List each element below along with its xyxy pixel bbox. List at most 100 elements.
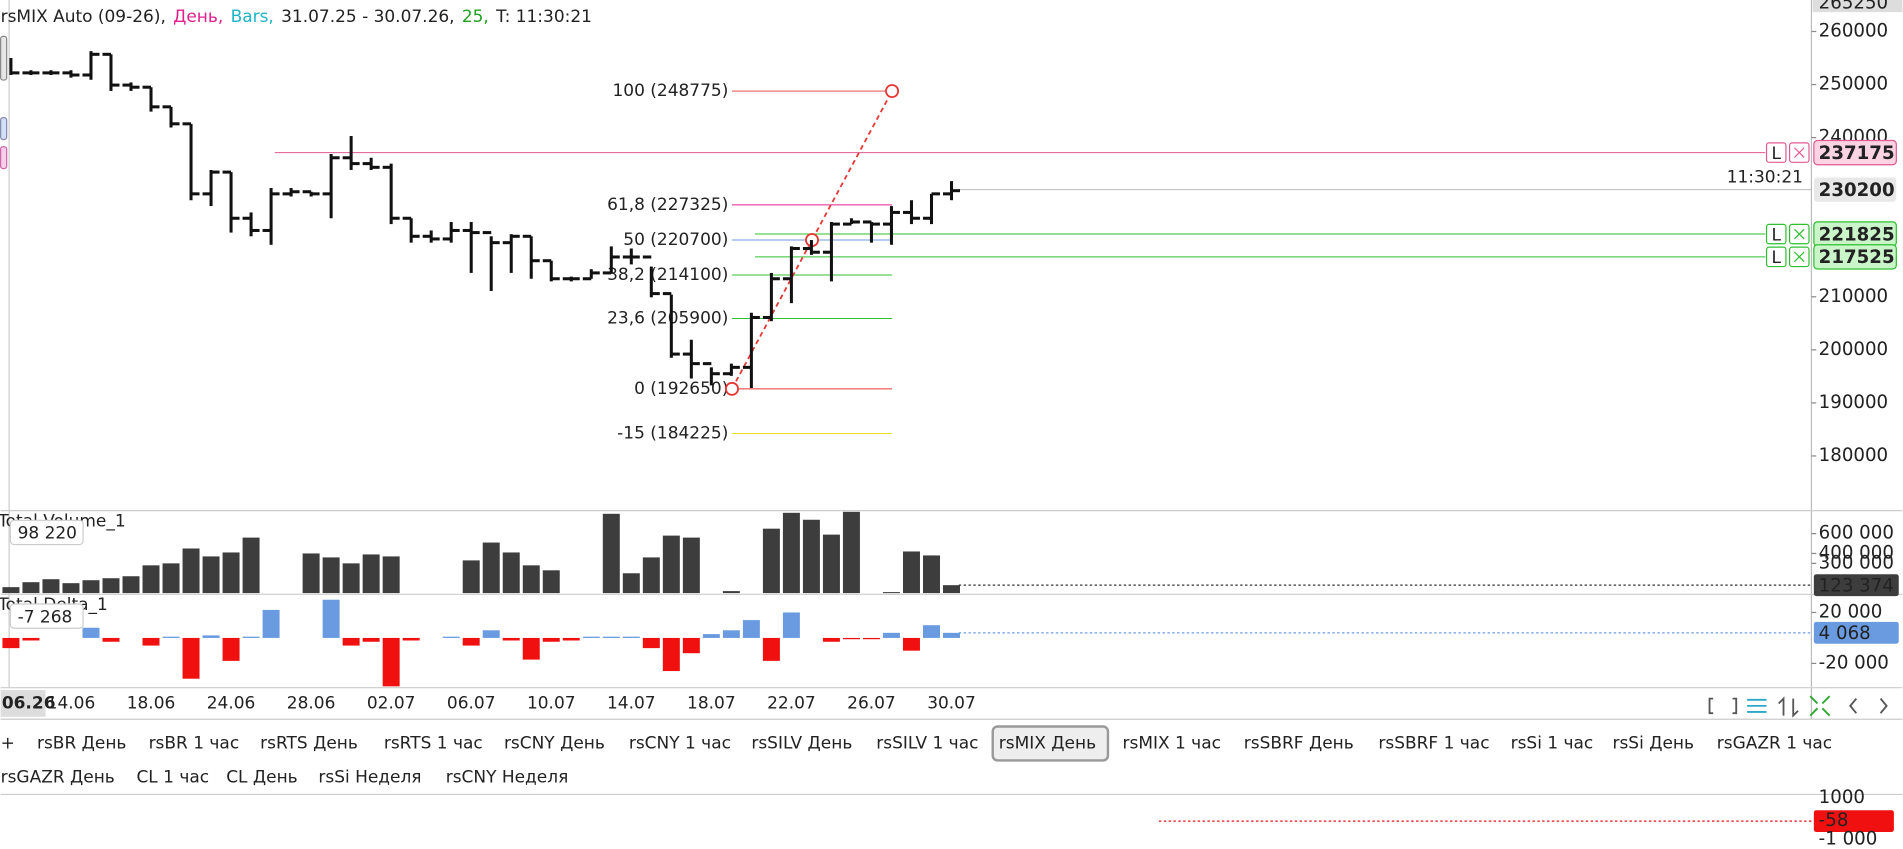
fib-label: 100 (248775) [613,81,729,101]
ohlc-bar [802,240,820,255]
bar [622,636,640,638]
ohlc-bar [742,312,760,389]
tab[interactable]: rsSILV 1 час [876,733,978,753]
tab[interactable]: rsCNY 1 час [629,733,731,753]
side-tab[interactable] [0,146,8,170]
icon-fullscreen[interactable] [1708,697,1738,715]
fib-anchor[interactable] [724,381,739,396]
fib-anchor[interactable] [885,84,900,99]
ohlc-bar [122,82,140,91]
bar [542,637,560,642]
tab[interactable]: rsMIX День [999,733,1096,753]
bar [242,636,260,638]
last-price-box [1813,177,1897,202]
tab[interactable]: rsCNY День [504,733,605,753]
bar [322,557,340,594]
bar [482,630,500,638]
fib-trend [731,90,893,390]
header-segment: День, [173,7,223,27]
tab[interactable]: CL День [226,767,298,787]
side-tab[interactable] [0,35,8,81]
bar [82,580,100,594]
x-tick-label: 18.06 [127,693,176,713]
order-price-box [1813,139,1897,166]
bar [322,599,340,638]
tab[interactable]: rsRTS 1 час [384,733,483,753]
order-tag[interactable] [1765,142,1787,163]
tab[interactable]: rsBR 1 час [149,733,240,753]
order-cancel-x [1794,228,1805,240]
bar [902,637,920,651]
icon-sort[interactable] [1778,696,1799,718]
tab[interactable]: rsSILV День [751,733,852,753]
ohlc-bar [542,259,560,282]
bar [782,512,800,594]
bar [142,565,160,594]
order-tag[interactable] [1765,246,1787,268]
header-segment: Bars, [231,7,274,27]
tab[interactable]: rsBR День [37,733,126,753]
bar [142,637,160,646]
side-tab[interactable] [0,117,8,141]
tab[interactable]: rsGAZR День [1,767,115,787]
order-price-label: 217525 [1819,247,1895,268]
bar [943,585,960,594]
tab[interactable]: rsSi Неделя [318,767,421,787]
bar [362,554,380,594]
icon-nav[interactable] [1849,698,1888,714]
icon-fit[interactable] [1809,695,1831,717]
tab-selected[interactable] [991,725,1110,762]
y-tick-label: 260000 [1819,20,1888,41]
y-tick-label: 250000 [1819,74,1888,95]
order-cancel-x [1794,251,1805,263]
ohlc-bar [162,105,180,128]
x-tick-label: 22.07 [767,693,816,713]
bar [222,552,240,594]
cursor-date: 06.26 [2,693,56,713]
y-tick-label: 180000 [1819,445,1888,466]
ohlc-bar [442,221,460,243]
panel-value: 98 220 [18,524,77,544]
mini-value-box [1813,810,1894,833]
bar [782,612,800,638]
tab[interactable]: rsSBRF День [1244,733,1354,753]
ohlc-bar [422,230,440,243]
bar [662,637,680,672]
toolbar-icons [1708,695,1888,718]
bar [82,627,100,638]
tab[interactable]: rsRTS День [260,733,358,753]
panel-value-box [9,603,84,629]
bar [602,636,620,638]
ohlc-bar [9,58,20,76]
bar [622,573,640,594]
fib-label: 61,8 (227325) [607,195,728,215]
bar [862,637,880,640]
bar [402,637,420,641]
bar [602,513,620,594]
bar [482,542,500,594]
y-tick-label: 20 000 [1819,601,1883,622]
last-value-label: 123 374 [1819,575,1894,596]
order-price-label: 237175 [1819,143,1895,164]
order-tag-text: L [1772,225,1782,245]
bar [922,625,940,638]
tab[interactable]: rsGAZR 1 час [1717,733,1832,753]
panel-value-box [9,519,84,546]
bar [902,551,920,594]
tab[interactable]: rsSi День [1613,733,1694,753]
tab[interactable]: rsSi 1 час [1511,733,1594,753]
tab[interactable]: rsCNY Неделя [446,767,569,787]
tab[interactable]: rsMIX 1 час [1123,733,1221,753]
mini-top-label: 1000 [1819,787,1865,808]
tab[interactable]: rsSBRF 1 час [1378,733,1489,753]
tab[interactable]: CL 1 час [136,767,209,787]
y-tick-label: 190000 [1819,392,1888,413]
x-tick-label: 28.06 [287,693,336,713]
icon-settings[interactable] [1747,698,1767,713]
tab[interactable]: + [1,733,15,753]
order-tag[interactable] [1765,223,1787,245]
bar [342,563,360,594]
ohlc-bar [943,181,960,201]
